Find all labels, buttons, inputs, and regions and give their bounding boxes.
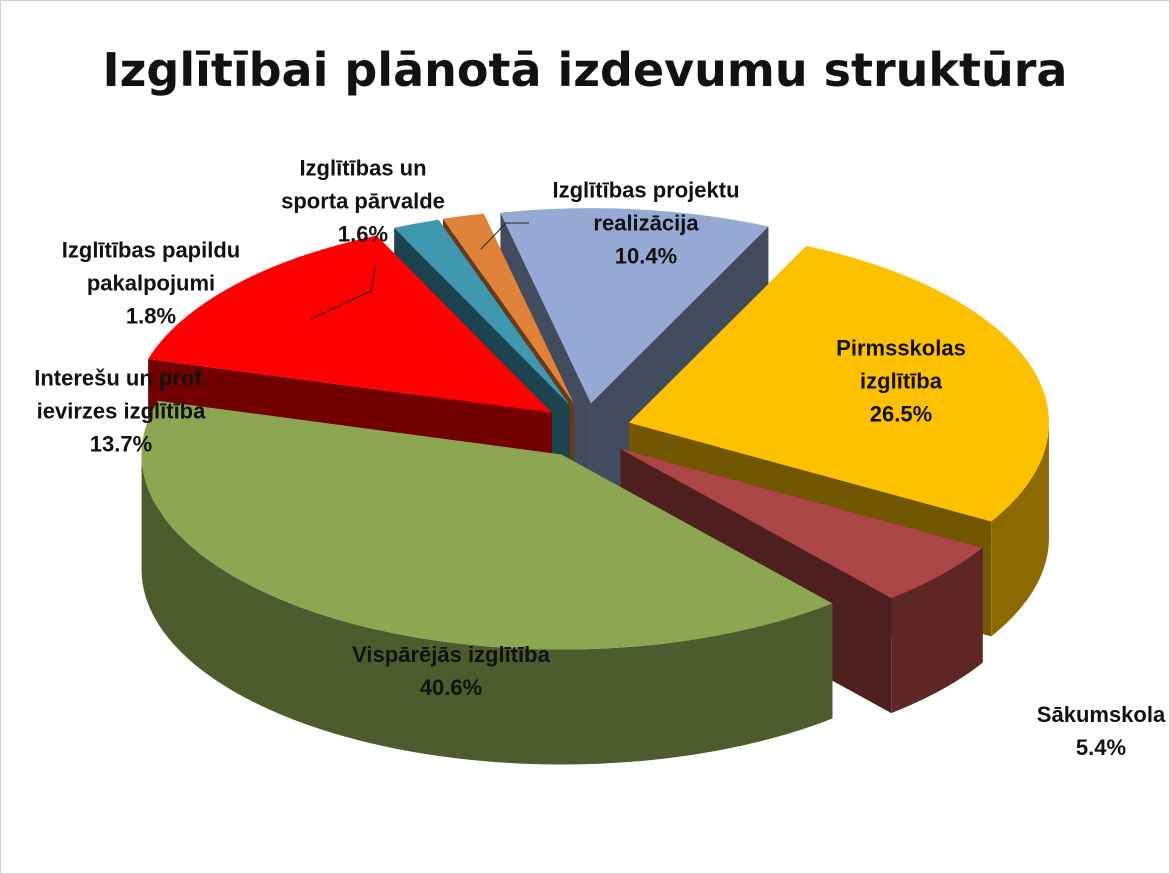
slice-wall — [141, 456, 833, 765]
pie-slice — [500, 208, 769, 404]
pie-slice — [148, 235, 552, 413]
chart-title: Izglītībai plānotā izdevumu struktūra — [102, 43, 1068, 97]
value-label: 26.5% — [869, 401, 933, 427]
data-label: Vispārējās izglītība 40.6% — [301, 638, 601, 704]
slice-wall — [891, 547, 983, 714]
data-label: Sākumskola 5.4% — [1021, 698, 1169, 764]
category-label: Izglītības un sporta pārvalde — [281, 155, 445, 214]
data-label: Interešu un prof. ievirzes izglītība 13.7… — [1, 362, 241, 461]
data-label: Pirmsskolas izglītība 26.5% — [801, 332, 1001, 431]
data-label: Izglītības un sporta pārvalde 1.6% — [268, 152, 458, 251]
value-label: 1.8% — [125, 303, 177, 329]
data-label: Izglītības papildu pakalpojumi 1.8% — [36, 234, 266, 333]
slice-group — [141, 400, 833, 765]
pie-slice — [442, 213, 575, 404]
category-label: Pirmsskolas izglītība — [836, 335, 966, 394]
category-label: Izglītības projektu realizācija — [552, 177, 740, 236]
value-label: 1.6% — [337, 221, 389, 247]
slices — [141, 208, 1049, 765]
pie-slice — [628, 245, 1049, 522]
category-label: Izglītības papildu pakalpojumi — [61, 237, 241, 296]
value-label: 10.4% — [614, 243, 678, 269]
pie-slice — [620, 449, 983, 599]
value-label: 5.4% — [1075, 735, 1127, 760]
pie-slice — [141, 400, 833, 650]
category-label: Interešu un prof. ievirzes izglītība — [34, 365, 208, 424]
data-label: Izglītības projektu realizācija 10.4% — [521, 174, 771, 273]
value-label: 40.6% — [419, 675, 483, 700]
leader-line — [310, 262, 377, 320]
slice-wall — [991, 424, 1049, 637]
value-label: 13.7% — [89, 431, 153, 457]
leader-line — [480, 222, 529, 250]
pie-slice — [394, 219, 570, 405]
category-label: Vispārējās izglītība — [352, 642, 550, 667]
category-label: Sākumskola — [1036, 702, 1166, 727]
